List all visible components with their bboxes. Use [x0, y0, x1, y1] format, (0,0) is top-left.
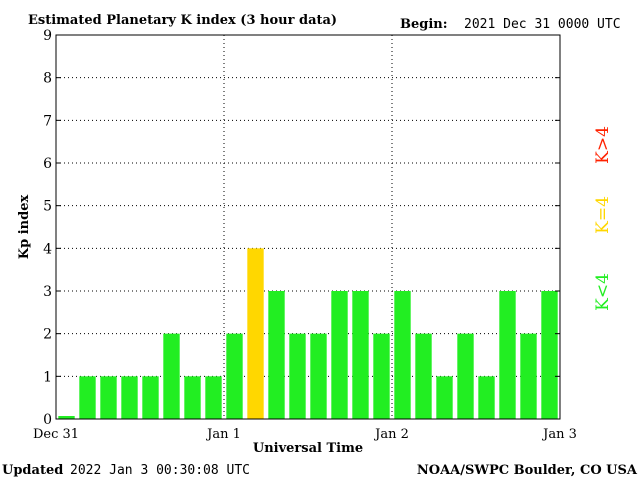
kp-bar	[163, 333, 180, 419]
kp-bar	[58, 416, 75, 419]
kp-bar	[226, 333, 243, 419]
y-tick-label: 7	[43, 113, 52, 129]
updated-label: Updated	[2, 463, 63, 478]
kp-bar	[436, 376, 453, 419]
kp-bar	[499, 291, 516, 419]
kp-bar	[142, 376, 159, 419]
kp-bar	[352, 291, 369, 419]
updated-value: 2022 Jan 3 00:30:08 UTC	[70, 463, 250, 478]
y-tick-label: 4	[43, 241, 52, 257]
legend-k-gt-4: K>4	[593, 126, 613, 164]
y-tick-label: 5	[43, 199, 52, 215]
kp-bar	[520, 333, 537, 419]
y-axis-ticks: 0 1 2 3 4 5 6 7 8 9	[43, 28, 560, 428]
y-tick-label: 9	[43, 28, 52, 44]
x-tick-label: Jan 2	[373, 427, 409, 442]
x-axis-ticks: Dec 31 Jan 1 Jan 2 Jan 3	[33, 427, 577, 442]
credit-text: NOAA/SWPC Boulder, CO USA	[417, 463, 638, 478]
y-tick-label: 1	[43, 369, 52, 385]
plot-frame	[55, 34, 561, 420]
kp-bar	[121, 376, 138, 419]
y-tick-label: 0	[43, 412, 52, 428]
y-tick-label: 3	[43, 284, 52, 300]
y-tick-label: 6	[43, 156, 52, 172]
kp-bar	[205, 376, 222, 419]
kp-bar	[79, 376, 96, 419]
bars	[58, 248, 558, 419]
legend-k-lt-4: K<4	[593, 273, 613, 311]
kp-bar	[100, 376, 117, 419]
kp-bar	[541, 291, 558, 419]
kp-bar	[247, 248, 264, 419]
kp-bar	[457, 333, 474, 419]
grid-lines	[56, 35, 560, 419]
x-tick-label: Jan 1	[205, 427, 241, 442]
kp-bar	[184, 376, 201, 419]
kp-bar	[373, 333, 390, 419]
y-tick-label: 8	[43, 71, 52, 87]
x-tick-label: Jan 3	[541, 427, 577, 442]
x-tick-label: Dec 31	[33, 427, 79, 442]
kp-bar	[289, 333, 306, 419]
begin-label: Begin:	[400, 17, 448, 32]
chart-title: Estimated Planetary K index (3 hour data…	[28, 13, 337, 28]
kp-bar	[415, 333, 432, 419]
legend-k-eq-4: K=4	[593, 196, 613, 234]
begin-value: 2021 Dec 31 0000 UTC	[464, 17, 621, 32]
kp-bar	[268, 291, 285, 419]
y-tick-label: 2	[43, 327, 52, 343]
kp-bar	[478, 376, 495, 419]
kp-bar	[394, 291, 411, 419]
kp-bar	[310, 333, 327, 419]
y-axis-label: Kp index	[17, 195, 32, 260]
kp-bar	[331, 291, 348, 419]
x-axis-label: Universal Time	[253, 441, 363, 456]
